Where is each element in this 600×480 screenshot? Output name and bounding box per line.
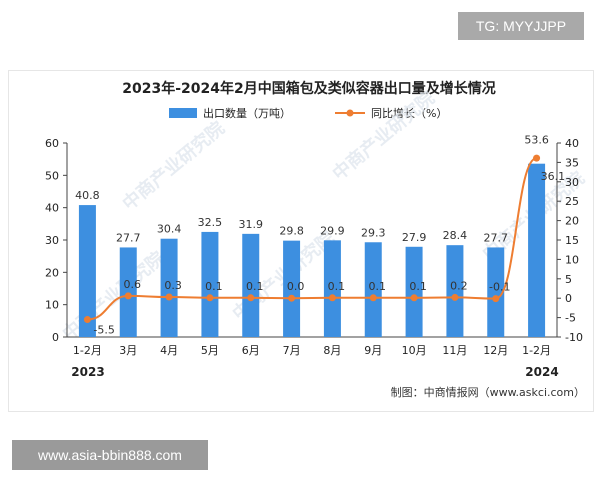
watermark-text: 中商产业研究院 xyxy=(118,117,229,215)
legend-bar-swatch xyxy=(169,108,197,118)
bar-value-label: 27.9 xyxy=(402,231,427,244)
left-tick-label: 30 xyxy=(45,234,59,247)
left-tick-label: 50 xyxy=(45,169,59,182)
right-tick-label: 25 xyxy=(565,195,579,208)
bar-value-label: 28.4 xyxy=(443,229,468,242)
bar-value-label: 30.4 xyxy=(157,223,182,236)
year-label-start: 2023 xyxy=(71,365,104,379)
growth-value-label: 0.1 xyxy=(328,280,346,293)
bar xyxy=(78,205,96,337)
x-tick-label: 8月 xyxy=(323,344,341,357)
right-tick-label: 5 xyxy=(565,273,572,286)
line-point xyxy=(328,294,336,302)
x-tick-label: 1-2月 xyxy=(522,344,551,357)
left-tick-label: 40 xyxy=(45,202,59,215)
left-tick-label: 20 xyxy=(45,266,59,279)
right-tick-label: 15 xyxy=(565,234,579,247)
x-tick-label: 11月 xyxy=(442,344,467,357)
x-tick-label: 6月 xyxy=(242,344,260,357)
source-note: 制图：中商情报网（www.askci.com） xyxy=(391,385,585,399)
growth-value-label: 0.0 xyxy=(287,280,305,293)
x-tick-label: 12月 xyxy=(483,344,508,357)
legend-line-marker xyxy=(346,109,354,117)
telegram-badge: TG: MYYJJPP xyxy=(458,12,584,40)
right-tick-label: 20 xyxy=(565,215,579,228)
right-tick-label: 40 xyxy=(565,137,579,150)
growth-value-label: 36.1 xyxy=(541,170,566,183)
line-point xyxy=(369,294,377,302)
growth-value-label: -5.5 xyxy=(93,324,114,337)
right-tick-label: -10 xyxy=(565,331,583,344)
year-label-end: 2024 xyxy=(525,365,558,379)
growth-value-label: 0.1 xyxy=(369,280,387,293)
bar xyxy=(323,240,341,337)
x-tick-label: 3月 xyxy=(119,344,137,357)
bar-value-label: 31.9 xyxy=(239,218,264,231)
legend-line-label: 同比增长（%） xyxy=(371,106,447,120)
line-point xyxy=(165,293,173,301)
right-tick-label: 10 xyxy=(565,253,579,266)
growth-value-label: 0.3 xyxy=(164,279,182,292)
bar xyxy=(405,246,423,337)
legend-bar-label: 出口数量（万吨） xyxy=(203,106,291,120)
x-tick-label: 10月 xyxy=(402,344,427,357)
bar xyxy=(119,247,137,337)
line-point xyxy=(206,294,214,302)
growth-value-label: 0.1 xyxy=(205,280,223,293)
bar xyxy=(528,163,546,337)
watermark-layer: 中商产业研究院中商产业研究院中商产业研究院中商产业研究院中商产业研究院 xyxy=(58,87,589,345)
right-tick-label: -5 xyxy=(565,312,576,325)
left-tick-label: 0 xyxy=(52,331,59,344)
bar-value-label: 53.6 xyxy=(524,134,549,147)
line-point xyxy=(247,294,255,302)
line-point xyxy=(492,295,500,303)
chart-title: 2023年-2024年2月中国箱包及类似容器出口量及增长情况 xyxy=(122,80,495,97)
bar-value-label: 40.8 xyxy=(75,189,100,202)
right-tick-label: 0 xyxy=(565,292,572,305)
x-tick-label: 9月 xyxy=(364,344,382,357)
bar-value-label: 27.7 xyxy=(116,231,141,244)
growth-value-label: 0.6 xyxy=(124,278,142,291)
bar xyxy=(283,240,301,337)
bar-value-label: 29.9 xyxy=(320,224,345,237)
bar xyxy=(160,238,178,337)
bar-value-label: 29.3 xyxy=(361,226,386,239)
line-series xyxy=(83,154,541,324)
axes: 0 10 20 30 40 50 60 -10 -5 0 5 10 15 20 25 30 35 40 1-2月 3月… xyxy=(45,137,583,357)
growth-value-label: 0.2 xyxy=(450,279,468,292)
line-point xyxy=(83,316,91,324)
x-tick-label: 5月 xyxy=(201,344,219,357)
line-point xyxy=(288,294,296,302)
right-tick-label: 35 xyxy=(565,156,579,169)
growth-value-label: 0.1 xyxy=(246,280,264,293)
bar xyxy=(242,233,260,337)
line-point xyxy=(533,154,541,162)
line-point xyxy=(451,293,459,301)
bar xyxy=(364,242,382,337)
left-tick-label: 10 xyxy=(45,299,59,312)
bar xyxy=(487,247,505,337)
site-url-badge: www.asia-bbin888.com xyxy=(12,440,208,470)
data-labels: 40.8 27.7 30.4 32.5 31.9 29.8 29.9 29.3 27.9 28.4… xyxy=(75,134,565,337)
bar xyxy=(446,245,464,337)
line-point xyxy=(124,292,132,300)
x-tick-label: 4月 xyxy=(160,344,178,357)
x-tick-label: 7月 xyxy=(283,344,301,357)
x-tick-label: 1-2月 xyxy=(73,344,102,357)
bar-value-label: 29.8 xyxy=(279,225,304,238)
left-tick-label: 60 xyxy=(45,137,59,150)
right-tick-label: 30 xyxy=(565,176,579,189)
growth-value-label: -0.1 xyxy=(489,281,510,294)
growth-value-label: 0.1 xyxy=(409,280,427,293)
bar-value-label: 27.7 xyxy=(484,231,509,244)
line-point xyxy=(410,294,418,302)
bar xyxy=(201,231,219,337)
bar-value-label: 32.5 xyxy=(198,216,223,229)
chart-frame: 2023年-2024年2月中国箱包及类似容器出口量及增长情况 出口数量（万吨） 同… xyxy=(8,70,594,412)
bar-series xyxy=(78,163,546,337)
chart-svg: 2023年-2024年2月中国箱包及类似容器出口量及增长情况 出口数量（万吨） 同… xyxy=(45,80,589,399)
legend: 出口数量（万吨） 同比增长（%） xyxy=(169,106,447,120)
watermark-text: 中商产业研究院 xyxy=(328,87,439,185)
